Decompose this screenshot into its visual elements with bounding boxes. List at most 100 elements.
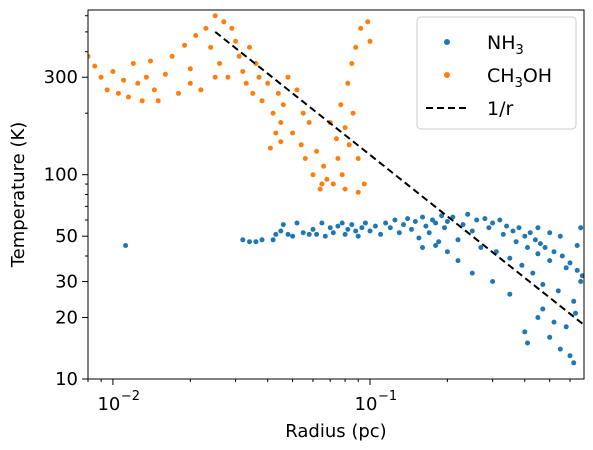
y-tick-label: 50 [55,226,78,247]
data-point [490,279,496,284]
x-tick-label: 10 [355,394,378,415]
data-point [217,61,223,66]
data-point [212,74,218,80]
data-point [319,220,325,226]
data-point [361,181,367,187]
data-point [115,90,121,96]
data-point [540,282,546,287]
data-point [540,306,546,312]
data-point [579,273,584,279]
data-point [547,258,553,264]
data-point [367,228,373,234]
data-point [522,233,528,239]
data-point [493,249,499,255]
data-point [240,237,246,243]
data-point [335,156,341,161]
data-point [551,249,557,255]
data-point [123,243,129,248]
legend-marker [444,72,450,78]
data-point [486,225,492,231]
data-point [273,130,279,136]
data-point [317,186,323,192]
series-nh3 [123,211,584,366]
data-point [333,136,339,142]
data-point [571,360,577,366]
data-point [280,222,286,228]
data-point [420,245,425,250]
data-point [557,346,563,352]
data-point [240,69,246,74]
data-point [187,66,193,72]
data-point [513,239,519,245]
data-point [92,63,98,69]
data-point [330,230,336,236]
data-point [285,231,291,237]
data-point [460,222,466,228]
data-point [275,90,281,96]
data-point [310,172,316,178]
data-point [121,77,127,83]
data-point [306,231,312,237]
data-point [298,142,304,148]
data-point [359,225,365,231]
data-point [290,233,296,239]
data-point [439,213,445,219]
data-point [387,225,393,231]
data-point [563,265,569,271]
data-point [355,156,361,161]
data-point [259,98,265,104]
data-point [474,217,480,223]
data-point [208,44,214,50]
data-point [278,120,284,125]
data-point [507,255,513,261]
data-point [482,216,488,222]
data-point [302,156,308,161]
data-point [250,90,256,96]
data-point [578,279,584,284]
legend-item: NH3 [444,32,524,58]
data-point [247,239,252,245]
y-tick-label: 100 [44,165,78,186]
data-point [139,98,145,104]
data-point [310,226,316,232]
data-point [442,225,447,231]
y-tick-label: 10 [55,369,78,390]
data-point [535,315,541,320]
data-point [353,228,359,234]
data-point [143,74,149,80]
legend-item: CH3OH [444,65,552,91]
y-axis-label: Temperature (K) [8,122,29,269]
data-point [314,148,320,154]
data-point [574,267,580,273]
data-point [444,249,450,255]
data-point [342,231,348,237]
legend-label: CH3OH [487,65,552,91]
data-point [405,216,411,222]
data-point [396,230,402,236]
data-point [525,245,530,250]
data-point [535,225,541,231]
data-point [423,223,429,229]
data-point [563,324,569,330]
data-point [527,230,533,236]
data-point [110,69,116,74]
data-point [198,87,204,93]
data-point [378,231,384,237]
data-point [270,237,276,243]
data-point [273,231,279,237]
data-point [522,329,528,335]
data-point [542,245,548,250]
data-point [265,80,271,86]
data-point [349,222,355,228]
data-point [450,214,456,220]
data-point [355,189,361,195]
data-point [338,102,344,108]
data-point [478,245,484,250]
data-point [455,258,461,264]
data-point [339,172,345,178]
data-point [547,334,553,340]
data-point [294,87,300,93]
legend-marker [444,39,450,45]
x-tick-exponent: −2 [121,389,140,404]
